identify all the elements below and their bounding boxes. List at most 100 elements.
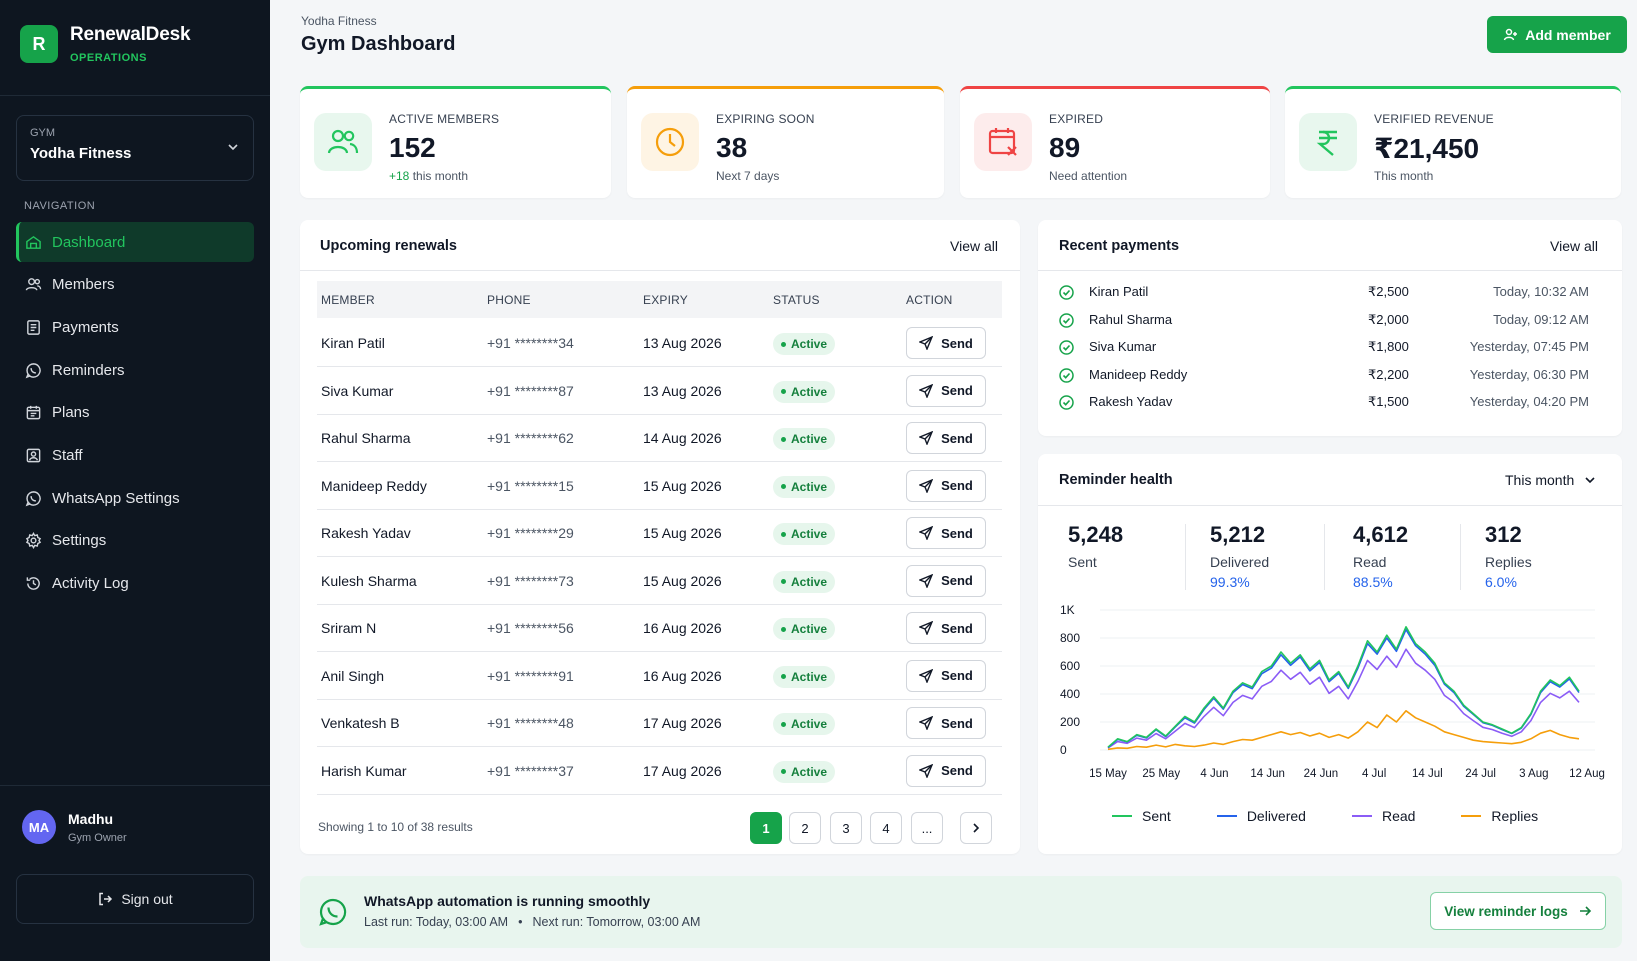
user-plus-icon bbox=[1503, 27, 1525, 42]
send-reminder-button[interactable]: Send bbox=[906, 469, 986, 502]
sidebar-item-settings[interactable]: Settings bbox=[16, 521, 254, 561]
member-name[interactable]: Kulesh Sharma bbox=[321, 572, 417, 589]
table-row[interactable]: Anil Singh +91 ********91 16 Aug 2026 Activ… bbox=[317, 653, 1002, 700]
payment-amount: ₹2,500 bbox=[1368, 284, 1409, 299]
send-reminder-button[interactable]: Send bbox=[906, 659, 986, 692]
column-header-member[interactable]: MEMBER bbox=[321, 293, 375, 307]
sidebar-item-whatsapp-settings[interactable]: WhatsApp Settings bbox=[16, 478, 254, 518]
table-row[interactable]: Kulesh Sharma +91 ********73 15 Aug 2026 Ac… bbox=[317, 558, 1002, 605]
send-label: Send bbox=[941, 573, 973, 588]
brand[interactable]: R RenewalDesk OPERATIONS bbox=[20, 24, 191, 64]
sidebar-item-payments[interactable]: Payments bbox=[16, 307, 254, 347]
send-icon bbox=[919, 383, 941, 398]
gym-select[interactable]: GYM Yodha Fitness bbox=[16, 115, 254, 181]
send-label: Send bbox=[941, 430, 973, 446]
stat-card-verified-revenue[interactable]: VERIFIED REVENUE ₹21,450 This month bbox=[1285, 86, 1621, 198]
chevron-down-icon bbox=[1574, 474, 1596, 486]
sidebar-item-activity-log[interactable]: Activity Log bbox=[16, 564, 254, 604]
metric-value: 4,612 bbox=[1353, 522, 1409, 547]
page-button-4[interactable]: 4 bbox=[870, 812, 902, 844]
check-circle-icon bbox=[1059, 395, 1074, 410]
payment-row[interactable]: Kiran Patil ₹2,500 Today, 10:32 AM bbox=[1059, 282, 1589, 302]
table-row[interactable]: Venkatesh B +91 ********48 17 Aug 2026 Acti… bbox=[317, 700, 1002, 747]
payments-view-all-link[interactable]: View all bbox=[1550, 238, 1598, 254]
status-dot bbox=[781, 721, 786, 727]
x-tick-label: 14 Jun bbox=[1250, 768, 1285, 780]
date-range-label: This month bbox=[1505, 472, 1575, 488]
table-row[interactable]: Manideep Reddy +91 ********15 15 Aug 2026 A… bbox=[317, 463, 1002, 510]
renewals-view-all-link[interactable]: View all bbox=[950, 238, 998, 254]
user-role: Gym Owner bbox=[68, 831, 127, 844]
send-reminder-button[interactable]: Send bbox=[906, 707, 986, 739]
legend-item-replies[interactable]: Replies bbox=[1461, 808, 1538, 824]
table-row[interactable]: Kiran Patil +91 ********34 13 Aug 2026 Acti… bbox=[317, 320, 1002, 367]
send-reminder-button[interactable]: Send bbox=[906, 612, 986, 644]
send-reminder-button[interactable]: Send bbox=[906, 327, 986, 359]
stat-sub-label: this month bbox=[409, 169, 469, 183]
member-name[interactable]: Manideep Reddy bbox=[321, 477, 427, 494]
page-ellipsis[interactable]: ... bbox=[911, 812, 943, 844]
table-row[interactable]: Siva Kumar +91 ********87 13 Aug 2026 Activ… bbox=[317, 368, 1002, 415]
view-reminder-logs-button[interactable]: View reminder logs bbox=[1430, 892, 1606, 930]
page-button-1[interactable]: 1 bbox=[750, 812, 782, 844]
member-name[interactable]: Harish Kumar bbox=[321, 762, 407, 779]
member-name[interactable]: Venkatesh B bbox=[321, 715, 400, 731]
status-label: Active bbox=[791, 527, 828, 541]
metric-delivered: 5,212 Delivered 99.3% bbox=[1210, 522, 1269, 590]
legend-item-sent[interactable]: Sent bbox=[1112, 808, 1171, 824]
page-button-2[interactable]: 2 bbox=[789, 812, 821, 844]
sidebar-item-reminders[interactable]: Reminders bbox=[16, 350, 254, 390]
table-row[interactable]: Sriram N +91 ********56 16 Aug 2026 Active S… bbox=[317, 605, 1002, 652]
sidebar-item-label: Activity Log bbox=[52, 575, 129, 592]
send-label: Send bbox=[941, 525, 973, 541]
add-member-button[interactable]: Add member bbox=[1487, 16, 1627, 53]
table-row[interactable]: Rahul Sharma +91 ********62 14 Aug 2026 Act… bbox=[317, 415, 1002, 462]
series-line-delivered bbox=[1107, 628, 1580, 749]
metric-label: Delivered bbox=[1210, 554, 1270, 570]
sidebar-item-members[interactable]: Members bbox=[16, 265, 254, 305]
sidebar-item-dashboard[interactable]: Dashboard bbox=[16, 222, 254, 262]
stat-subtext: +18 this month bbox=[389, 169, 468, 183]
column-header-expiry[interactable]: EXPIRY bbox=[643, 293, 688, 307]
user-profile[interactable]: MA Madhu Gym Owner bbox=[22, 810, 127, 844]
x-tick-label: 24 Jun bbox=[1304, 768, 1339, 780]
stat-card-expired[interactable]: EXPIRED 89 Need attention bbox=[960, 86, 1270, 198]
sign-out-button[interactable]: Sign out bbox=[16, 874, 254, 924]
send-reminder-button[interactable]: Send bbox=[906, 517, 986, 549]
send-reminder-button[interactable]: Send bbox=[906, 564, 986, 597]
legend-item-read[interactable]: Read bbox=[1351, 808, 1415, 824]
column-header-status[interactable]: STATUS bbox=[773, 293, 820, 307]
send-reminder-button[interactable]: Send bbox=[906, 374, 986, 407]
sidebar-item-staff[interactable]: Staff bbox=[16, 435, 254, 475]
date-range-select[interactable]: This month bbox=[1505, 472, 1596, 488]
column-header-phone[interactable]: PHONE bbox=[487, 293, 531, 307]
stat-card-expiring-soon[interactable]: EXPIRING SOON 38 Next 7 days bbox=[627, 86, 944, 198]
send-icon bbox=[919, 668, 941, 683]
status-badge: Active bbox=[773, 713, 836, 735]
send-reminder-button[interactable]: Send bbox=[906, 754, 986, 787]
next-page-button[interactable] bbox=[960, 812, 992, 844]
member-name[interactable]: Sriram N bbox=[321, 620, 377, 636]
member-name[interactable]: Kiran Patil bbox=[321, 335, 385, 351]
table-row[interactable]: Harish Kumar +91 ********37 17 Aug 2026 Act… bbox=[317, 748, 1002, 795]
page-button-3[interactable]: 3 bbox=[830, 812, 862, 844]
banner-subtitle: Last run: Today, 03:00 AM • Next run: Tomo… bbox=[364, 915, 700, 929]
payment-row[interactable]: Siva Kumar ₹1,800 Yesterday, 07:45 PM bbox=[1059, 337, 1589, 357]
member-name[interactable]: Siva Kumar bbox=[321, 382, 394, 399]
stat-card-active-members[interactable]: ACTIVE MEMBERS 152 +18 this month bbox=[300, 86, 611, 198]
member-phone: +91 ********34 bbox=[487, 335, 574, 351]
member-name[interactable]: Rahul Sharma bbox=[321, 430, 411, 446]
send-reminder-button[interactable]: Send bbox=[906, 422, 986, 454]
member-name[interactable]: Anil Singh bbox=[321, 667, 385, 684]
chart-legend: Sent Delivered Read Replies bbox=[1112, 808, 1584, 824]
table-row[interactable]: Rakesh Yadav +91 ********29 15 Aug 2026 Act… bbox=[317, 510, 1002, 557]
payment-amount: ₹1,500 bbox=[1368, 394, 1409, 409]
payment-row[interactable]: Rahul Sharma ₹2,000 Today, 09:12 AM bbox=[1059, 310, 1589, 330]
payment-row[interactable]: Manideep Reddy ₹2,200 Yesterday, 06:30 PM bbox=[1059, 365, 1589, 385]
sidebar-item-plans[interactable]: Plans bbox=[16, 393, 254, 433]
legend-item-delivered[interactable]: Delivered bbox=[1216, 808, 1306, 824]
payment-row[interactable]: Rakesh Yadav ₹1,500 Yesterday, 04:20 PM bbox=[1059, 392, 1589, 412]
member-name[interactable]: Rakesh Yadav bbox=[321, 525, 411, 541]
check-circle-icon bbox=[1059, 340, 1074, 355]
breadcrumb[interactable]: Yodha Fitness bbox=[301, 14, 377, 28]
